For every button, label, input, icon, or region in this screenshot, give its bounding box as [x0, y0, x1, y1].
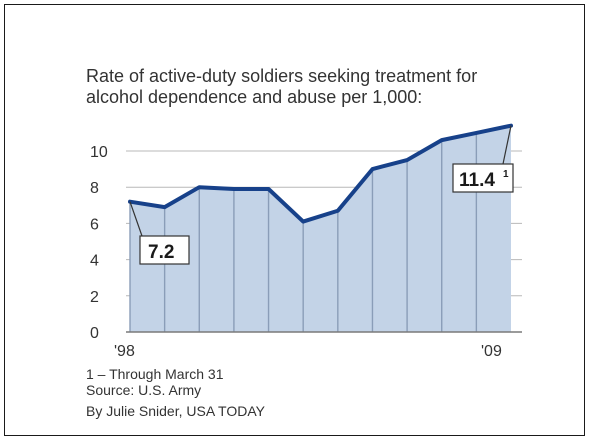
annotation-box: [452, 163, 514, 193]
area-fill: [130, 125, 511, 332]
area-layer: [126, 123, 522, 333]
data-point: [232, 187, 236, 191]
annotation-box: [139, 235, 190, 265]
data-point: [370, 167, 374, 171]
annotation-leader: [129, 201, 143, 237]
annotation-label: 11.4: [459, 170, 495, 191]
x-tick-label: '98: [114, 343, 135, 360]
data-point: [301, 220, 305, 224]
y-tick-label: 6: [90, 216, 99, 233]
data-point: [163, 205, 167, 209]
data-point: [474, 131, 478, 135]
data-point: [336, 209, 340, 213]
credit-line: By Julie Snider, USA TODAY: [86, 403, 265, 419]
annotation-leader: [502, 125, 512, 165]
y-tick-label: 8: [90, 180, 99, 197]
data-point: [440, 138, 444, 142]
y-tick-label: 4: [90, 253, 99, 270]
series-line: [128, 123, 513, 224]
data-point: [267, 187, 271, 191]
y-tick-label: 10: [90, 144, 108, 161]
data-point: [405, 158, 409, 162]
x-tick-label: '09: [481, 343, 502, 360]
data-point: [197, 185, 201, 189]
footnote: 1 – Through March 31: [86, 366, 224, 382]
annotation-label: 7.2: [148, 242, 174, 263]
source-note: Source: U.S. Army: [86, 382, 202, 398]
annotation-footnote-mark: 1: [503, 169, 509, 180]
x-tick-labels: '98 '09: [114, 343, 502, 360]
chart-title: Rate of active-duty soldiers seeking tre…: [86, 66, 478, 107]
y-tick-label: 2: [90, 289, 99, 306]
y-tick-label: 0: [90, 325, 99, 342]
y-tick-labels: 0 2 4 6 8 10: [90, 144, 108, 342]
annotations: 7.2 11.4 1: [129, 125, 514, 265]
